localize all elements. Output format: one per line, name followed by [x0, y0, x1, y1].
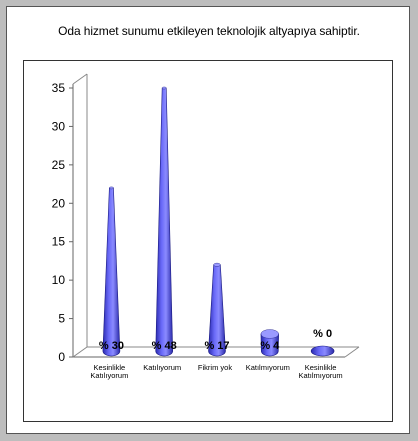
cone-chart: 0 5 10 15 20 25 30 35 % 30 % 48 % 17 % 4 % 0 Kesinl… [52, 73, 360, 380]
category-label: Katılmıyorum [299, 371, 343, 380]
y-tick-label: 25 [52, 158, 66, 172]
cone-top [260, 329, 279, 339]
y-tick-label: 20 [52, 196, 66, 210]
floor-left-edge [72, 346, 88, 358]
wall-top-edge [72, 73, 88, 85]
floor-right-edge [344, 346, 360, 358]
y-tick-label: 0 [58, 350, 65, 364]
cone-body [155, 87, 174, 357]
chart-area [23, 60, 393, 422]
chart-title: Oda hizmet sunumu etkileyen teknolojik a… [58, 24, 360, 38]
data-label: % 0 [313, 328, 332, 340]
cone-bar [260, 329, 279, 357]
cone-top [109, 186, 114, 190]
y-tick-label: 10 [52, 273, 66, 287]
category-label: Katılıyorum [90, 371, 128, 380]
cone-bar [310, 345, 335, 357]
cone-base [310, 345, 335, 357]
cone-body [102, 187, 121, 357]
cone-bar [208, 262, 226, 357]
cone-bar [102, 186, 121, 357]
cone-body [260, 333, 279, 357]
cone-top [161, 86, 167, 90]
data-label: % 30 [99, 340, 124, 352]
y-tick-label: 15 [52, 235, 66, 249]
cone-bar [155, 86, 174, 357]
y-tick-label: 5 [58, 312, 65, 326]
data-label: % 17 [204, 340, 229, 352]
data-label: % 48 [152, 340, 177, 352]
data-label: % 4 [260, 340, 280, 352]
chart-frame: Oda hizmet sunumu etkileyen teknolojik a… [6, 6, 410, 434]
category-label: Katılmıyorum [246, 363, 290, 372]
cone-top [213, 262, 221, 267]
category-label: Katılıyorum [143, 363, 181, 372]
y-tick-label: 30 [52, 119, 66, 133]
category-label: Kesinlikle [305, 363, 337, 372]
category-label: Fikrim yok [198, 363, 232, 372]
cone-body [208, 264, 226, 357]
category-label: Kesinlikle [94, 363, 126, 372]
y-tick-label: 35 [52, 81, 66, 95]
